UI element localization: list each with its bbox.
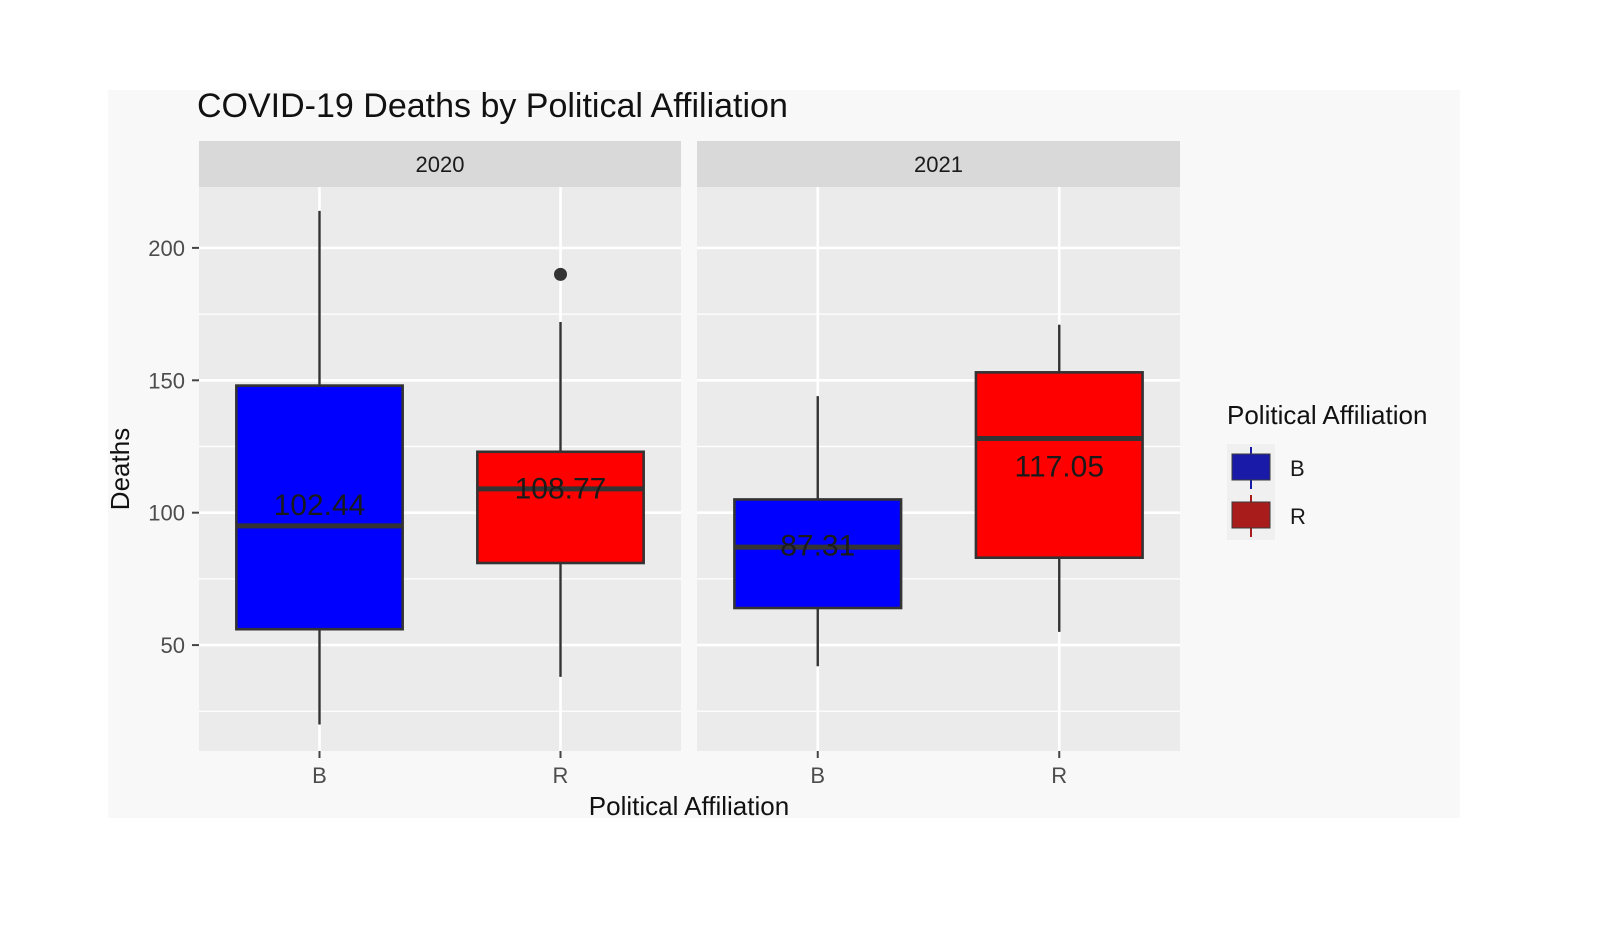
y-axis: 50 100 150 200 xyxy=(148,236,199,658)
boxplot-2021-B: 87.31 xyxy=(733,396,903,667)
y-tick-label: 200 xyxy=(148,236,185,261)
box xyxy=(235,384,404,631)
legend-entry-R: R xyxy=(1227,492,1306,540)
facet-strip xyxy=(199,141,681,187)
chart-title: COVID-19 Deaths by Political Affiliation xyxy=(197,87,788,125)
legend-swatch xyxy=(1231,501,1271,529)
boxplot-2020-R: 108.77 xyxy=(476,267,645,677)
legend-swatch xyxy=(1231,453,1271,481)
mean-label: 117.05 xyxy=(1014,451,1104,484)
mean-label: 102.44 xyxy=(274,489,366,522)
y-tick-label: 150 xyxy=(148,368,185,393)
x-tick-label: R xyxy=(553,763,569,788)
facet-panels: B R 2020 102.44 108.77 B R 2021 87.31 117.05 xyxy=(199,141,1180,788)
mean-label: 108.77 xyxy=(515,472,607,505)
legend-label: R xyxy=(1290,504,1306,529)
facet-panel: B R 2021 87.31 117.05 xyxy=(697,141,1180,788)
box xyxy=(476,450,645,565)
legend-label: B xyxy=(1290,456,1305,481)
legend-entry-B: B xyxy=(1227,444,1305,492)
y-axis-label: Deaths xyxy=(105,428,135,510)
boxplot-2020-B: 102.44 xyxy=(235,210,404,725)
boxplot-2021-R: 117.05 xyxy=(974,324,1144,632)
x-tick-label: B xyxy=(810,763,825,788)
x-tick-label: B xyxy=(312,763,327,788)
legend-items: BR xyxy=(1227,444,1306,540)
legend-title: Political Affiliation xyxy=(1227,400,1427,430)
mean-label: 87.31 xyxy=(780,529,855,562)
y-tick-label: 100 xyxy=(148,501,185,526)
facet-strip xyxy=(697,141,1180,187)
outlier-point xyxy=(554,267,567,281)
box xyxy=(974,371,1144,560)
legend: Political Affiliation BR xyxy=(1227,400,1427,540)
facet-panel: B R 2020 102.44 108.77 xyxy=(199,141,681,788)
facet-strip-label: 2020 xyxy=(416,152,465,177)
box xyxy=(733,498,903,610)
x-axis-label: Political Affiliation xyxy=(589,791,789,821)
facet-strip-label: 2021 xyxy=(914,152,963,177)
x-tick-label: R xyxy=(1051,763,1067,788)
y-tick-label: 50 xyxy=(161,633,185,658)
